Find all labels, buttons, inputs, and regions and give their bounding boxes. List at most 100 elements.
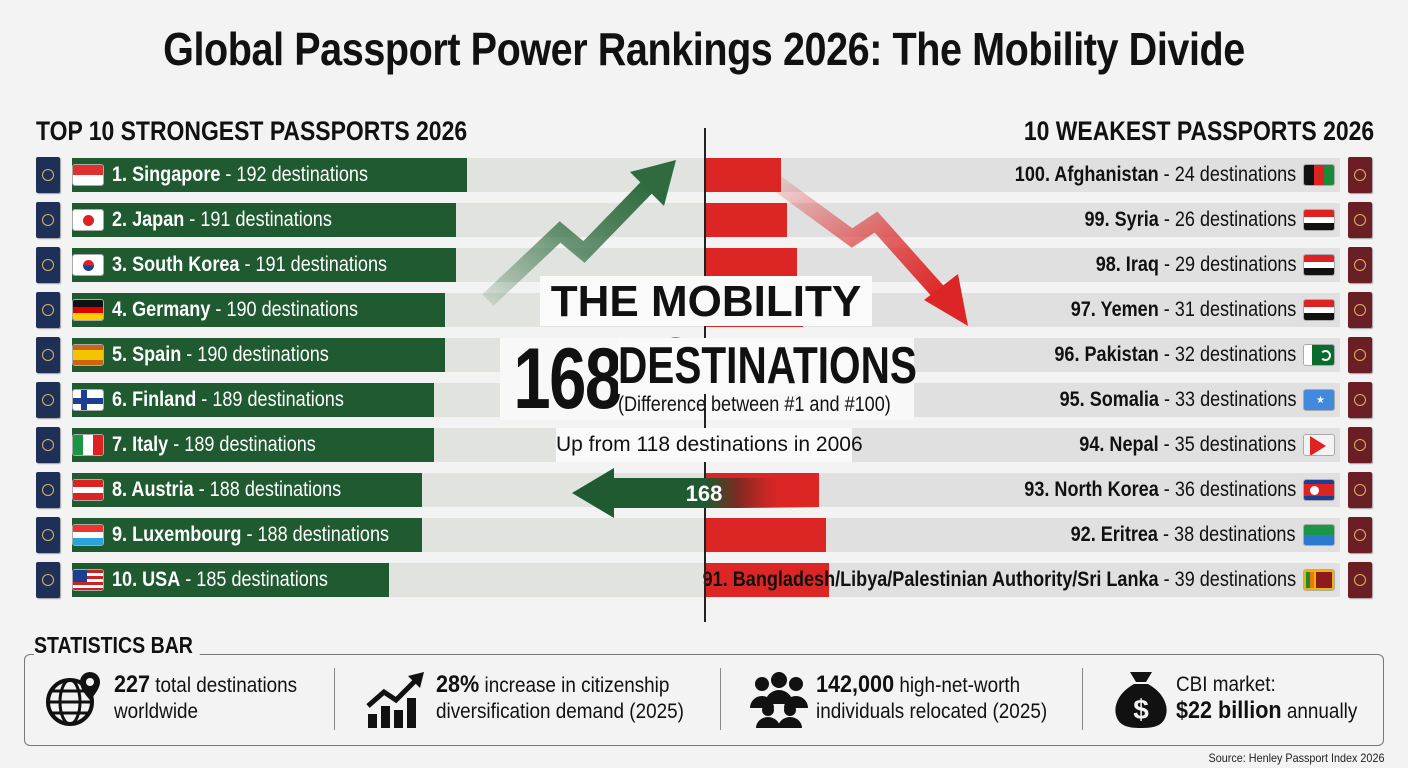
strong-destination-count: - 192 destinations bbox=[220, 163, 368, 186]
weak-country-name: 93. North Korea bbox=[1023, 478, 1159, 501]
spain-flag-icon bbox=[72, 344, 104, 366]
strong-country-name: 3. South Korea bbox=[112, 253, 240, 276]
passport-icon bbox=[1348, 562, 1372, 598]
strong-destination-count: - 189 destinations bbox=[168, 433, 316, 456]
weak-bar bbox=[704, 158, 781, 192]
strong-bar-label: 2. Japan - 191 destinations bbox=[112, 203, 332, 237]
stat-destinations-line2: worldwide bbox=[114, 700, 199, 723]
passport-icon bbox=[36, 202, 60, 238]
strong-country-name: 5. Spain bbox=[112, 343, 182, 366]
passport-icon bbox=[1348, 292, 1372, 328]
weak-bar-label: 99. Syria - 26 destinations bbox=[1084, 203, 1296, 237]
passport-icon bbox=[36, 517, 60, 553]
weak-bar-label: 96. Pakistan - 32 destinations bbox=[1054, 338, 1296, 372]
weak-country-name: 97. Yemen bbox=[1070, 298, 1159, 321]
passport-icon bbox=[1348, 337, 1372, 373]
strong-country-name: 10. USA bbox=[112, 568, 181, 591]
strong-country-name: 2. Japan bbox=[112, 208, 185, 231]
people-group-icon bbox=[750, 672, 808, 728]
stat-divider bbox=[1082, 668, 1083, 730]
weak-destination-count: - 39 destinations bbox=[1158, 568, 1296, 591]
strong-country-name: 4. Germany bbox=[112, 298, 211, 321]
weak-destination-count: - 33 destinations bbox=[1158, 388, 1296, 411]
weak-country-name: 94. Nepal bbox=[1079, 433, 1159, 456]
strongest-heading: TOP 10 STRONGEST PASSPORTS 2026 bbox=[36, 116, 468, 146]
passport-icon bbox=[1348, 382, 1372, 418]
strong-bar-label: 10. USA - 185 destinations bbox=[112, 563, 328, 597]
stat-cbi-line2: annually bbox=[1281, 700, 1358, 723]
stat-relocation-value: 142,000 bbox=[816, 671, 895, 698]
passport-icon bbox=[36, 472, 60, 508]
weak-bar-label: 100. Afghanistan - 24 destinations bbox=[1015, 158, 1296, 192]
weak-country-name: 91. Bangladesh/Libya/Palestinian Authori… bbox=[702, 568, 1159, 591]
strong-destination-count: - 188 destinations bbox=[193, 478, 342, 501]
strong-bar bbox=[72, 248, 456, 282]
weak-destination-count: - 35 destinations bbox=[1158, 433, 1296, 456]
weak-country-name: 96. Pakistan bbox=[1054, 343, 1159, 366]
passport-icon bbox=[1348, 427, 1372, 463]
stat-cbi-value: $22 billion bbox=[1176, 697, 1282, 724]
strong-bar-label: 4. Germany - 190 destinations bbox=[112, 293, 358, 327]
globe-pin-icon bbox=[46, 672, 100, 726]
passport-icon bbox=[1348, 472, 1372, 508]
weak-bar-label: 92. Eritrea - 38 destinations bbox=[1071, 518, 1296, 552]
mobility-gap-title: THE MOBILITY GAP bbox=[540, 276, 872, 378]
weak-destination-count: - 36 destinations bbox=[1158, 478, 1296, 501]
mobility-gap-number: 168 bbox=[513, 331, 622, 427]
iraq-flag-icon bbox=[1303, 254, 1335, 276]
strong-destination-count: - 188 destinations bbox=[241, 523, 390, 546]
weak-country-name: 95. Somalia bbox=[1059, 388, 1159, 411]
gap-arrow-label: 168 bbox=[685, 481, 723, 506]
growth-chart-icon bbox=[366, 672, 424, 728]
weak-bar bbox=[704, 518, 826, 552]
strong-bar-label: 1. Singapore - 192 destinations bbox=[112, 158, 368, 192]
strong-destination-count: - 191 destinations bbox=[184, 208, 332, 231]
pakistan-flag-icon bbox=[1303, 344, 1335, 366]
strong-bar-label: 3. South Korea - 191 destinations bbox=[112, 248, 387, 282]
passport-icon bbox=[36, 292, 60, 328]
weak-bar-label: 97. Yemen - 31 destinations bbox=[1070, 293, 1296, 327]
strong-destination-count: - 191 destinations bbox=[239, 253, 388, 276]
weak-destination-count: - 32 destinations bbox=[1158, 343, 1296, 366]
usa-flag-icon bbox=[72, 569, 104, 591]
japan-flag-icon bbox=[72, 209, 104, 231]
weak-bar-label: 91. Bangladesh/Libya/Palestinian Authori… bbox=[702, 563, 1296, 597]
eritrea-flag-icon bbox=[1303, 524, 1335, 546]
stat-destinations-value: 227 bbox=[114, 671, 151, 698]
source-note: Source: Henley Passport Index 2026 bbox=[1208, 751, 1384, 765]
strong-bar bbox=[72, 293, 445, 327]
yemen-flag-icon bbox=[1303, 299, 1335, 321]
strong-bar bbox=[72, 383, 434, 417]
strong-country-name: 6. Finland bbox=[112, 388, 197, 411]
strong-country-name: 9. Luxembourg bbox=[112, 523, 242, 546]
weak-country-name: 92. Eritrea bbox=[1071, 523, 1159, 546]
strong-country-name: 7. Italy bbox=[112, 433, 169, 456]
germany-flag-icon bbox=[72, 299, 104, 321]
stat-demand-line2: diversification demand (2025) bbox=[436, 700, 684, 723]
south-korea-flag-icon bbox=[72, 254, 104, 276]
weak-destination-count: - 31 destinations bbox=[1158, 298, 1296, 321]
weak-destination-count: - 24 destinations bbox=[1158, 163, 1296, 186]
passport-icon bbox=[36, 157, 60, 193]
passport-icon bbox=[36, 562, 60, 598]
strong-bar bbox=[72, 428, 434, 462]
strong-destination-count: - 190 destinations bbox=[210, 298, 358, 321]
weak-bar bbox=[704, 563, 829, 597]
weak-country-name: 100. Afghanistan bbox=[1014, 163, 1159, 186]
weak-country-name: 99. Syria bbox=[1084, 208, 1159, 231]
nepal-flag-icon bbox=[1303, 434, 1335, 456]
strong-bar-label: 8. Austria - 188 destinations bbox=[112, 473, 341, 507]
passport-icon bbox=[1348, 517, 1372, 553]
passport-icon bbox=[36, 337, 60, 373]
mobility-gap-history: Up from 118 destinations in 2006 bbox=[556, 428, 863, 462]
strong-destination-count: - 189 destinations bbox=[196, 388, 344, 411]
money-bag-icon: $ bbox=[1115, 672, 1167, 728]
strong-country-name: 8. Austria bbox=[112, 478, 194, 501]
stat-divider bbox=[334, 668, 335, 730]
sri-lanka-flag-icon bbox=[1303, 569, 1335, 591]
stat-demand-line1: increase in citizenship bbox=[479, 674, 670, 697]
weak-bar bbox=[704, 203, 788, 237]
weakest-heading: 10 WEAKEST PASSPORTS 2026 bbox=[1023, 116, 1374, 146]
strong-bar bbox=[72, 203, 456, 237]
statistics-title: STATISTICS BAR bbox=[34, 632, 200, 659]
